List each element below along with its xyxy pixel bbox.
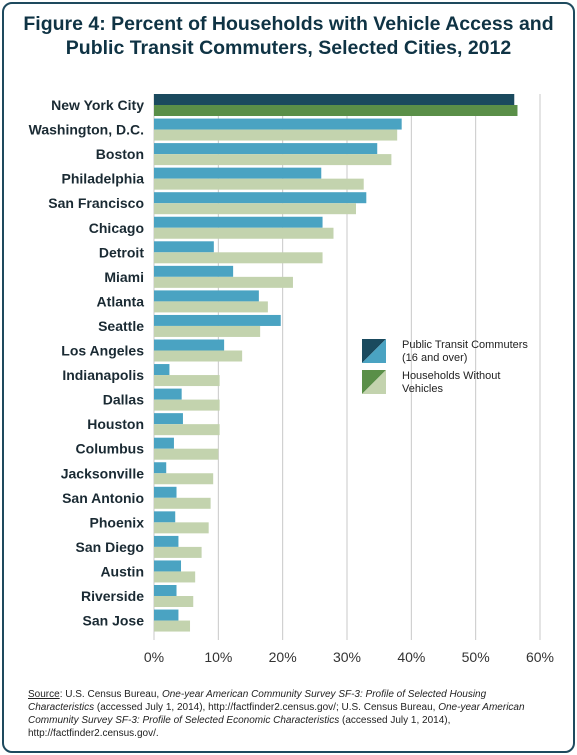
- bar-households-without-vehicles: [154, 203, 357, 215]
- bar-transit-commuters: [154, 314, 281, 326]
- x-tick-label: 60%: [526, 649, 554, 665]
- bar-households-without-vehicles: [154, 154, 392, 166]
- bar-transit-commuters: [154, 167, 322, 179]
- category-label: Columbus: [76, 441, 145, 457]
- bar-households-without-vehicles: [154, 596, 194, 607]
- category-label: Chicago: [89, 220, 144, 236]
- category-label: Boston: [96, 146, 144, 162]
- category-label: Phoenix: [90, 514, 145, 530]
- bar-households-without-vehicles: [154, 497, 211, 509]
- legend-label: (16 and over): [402, 352, 467, 364]
- bar-transit-commuters: [154, 216, 323, 228]
- bar-transit-commuters: [154, 388, 182, 400]
- source-note: Source: U.S. Census Bureau, One-year Ame…: [28, 688, 548, 740]
- bar-households-without-vehicles: [154, 227, 334, 239]
- category-label: Detroit: [99, 244, 144, 260]
- bar-households-without-vehicles: [154, 301, 268, 313]
- bar-transit-commuters: [154, 560, 182, 572]
- x-tick-label: 20%: [269, 649, 297, 665]
- x-tick-label: 50%: [462, 649, 490, 665]
- category-label: San Francisco: [48, 195, 144, 211]
- category-label: Dallas: [103, 392, 144, 408]
- bar-households-without-vehicles: [154, 105, 518, 116]
- source-label: Source: [28, 689, 60, 700]
- category-label: Jacksonville: [61, 465, 144, 481]
- bar-households-without-vehicles: [154, 620, 191, 632]
- x-tick-label: 30%: [333, 649, 361, 665]
- bar-transit-commuters: [154, 339, 225, 351]
- bar-households-without-vehicles: [154, 375, 220, 387]
- bar-households-without-vehicles: [154, 448, 219, 460]
- bar-transit-commuters: [154, 535, 179, 547]
- bar-transit-commuters: [154, 143, 378, 155]
- bar-households-without-vehicles: [154, 399, 220, 411]
- bar-households-without-vehicles: [154, 129, 398, 141]
- legend-label: Public Transit Commuters: [402, 339, 528, 351]
- bar-households-without-vehicles: [154, 522, 209, 534]
- source-title-2: One-year American Community Survey SF-3:…: [28, 702, 525, 726]
- bar-households-without-vehicles: [154, 252, 323, 264]
- category-label: Austin: [100, 563, 144, 579]
- category-label: Philadelphia: [62, 171, 145, 187]
- chart-title-line-2: Public Transit Commuters, Selected Citie…: [65, 37, 512, 59]
- category-label: Riverside: [81, 588, 144, 604]
- bar-transit-commuters: [154, 437, 174, 449]
- legend-swatch-households-light: [362, 370, 386, 394]
- legend-label: Vehicles: [402, 383, 443, 395]
- bar-households-without-vehicles: [154, 473, 214, 485]
- bar-transit-commuters: [154, 241, 214, 253]
- bar-households-without-vehicles: [154, 276, 293, 288]
- bar-transit-commuters: [154, 511, 176, 523]
- chart-title: Figure 4: Percent of Households with Veh…: [10, 12, 567, 60]
- bar-transit-commuters: [154, 609, 179, 621]
- bar-transit-commuters: [154, 94, 515, 105]
- legend-swatch-transit-light: [362, 339, 386, 363]
- source-title-1: One-year American Community Survey SF-3:…: [28, 689, 487, 713]
- bar-transit-commuters: [154, 413, 183, 425]
- bar-households-without-vehicles: [154, 325, 261, 337]
- category-label: San Jose: [83, 613, 145, 629]
- category-label: New York City: [51, 97, 144, 113]
- source-text-2: (accessed July 1, 2014), http://factfind…: [94, 702, 439, 713]
- category-label: Seattle: [98, 318, 144, 334]
- legend-label: Households Without: [402, 370, 500, 382]
- bar-households-without-vehicles: [154, 178, 364, 190]
- bar-transit-commuters: [154, 192, 367, 204]
- bar-transit-commuters: [154, 118, 402, 130]
- category-label: Washington, D.C.: [29, 122, 144, 138]
- source-text-1: : U.S. Census Bureau,: [59, 689, 162, 700]
- bar-transit-commuters: [154, 585, 177, 596]
- bar-transit-commuters: [154, 290, 259, 302]
- category-label: Los Angeles: [61, 343, 144, 359]
- x-tick-label: 0%: [144, 649, 164, 665]
- category-label: Houston: [87, 416, 144, 432]
- x-tick-label: 40%: [397, 649, 425, 665]
- bar-households-without-vehicles: [154, 546, 202, 558]
- chart-title-line-1: Figure 4: Percent of Households with Veh…: [23, 13, 554, 35]
- bar-households-without-vehicles: [154, 571, 196, 583]
- bar-transit-commuters: [154, 265, 234, 277]
- category-label: San Diego: [76, 539, 144, 555]
- bar-transit-commuters: [154, 462, 167, 474]
- x-tick-label: 10%: [204, 649, 232, 665]
- category-label: Atlanta: [97, 293, 145, 309]
- category-label: Indianapolis: [62, 367, 144, 383]
- category-label: San Antonio: [62, 490, 144, 506]
- bar-households-without-vehicles: [154, 350, 243, 362]
- bar-transit-commuters: [154, 364, 170, 376]
- category-label: Miami: [104, 269, 144, 285]
- bar-households-without-vehicles: [154, 424, 220, 436]
- source-text-3: (accessed July 1, 2014), http://factfind…: [28, 715, 451, 739]
- bar-transit-commuters: [154, 486, 177, 498]
